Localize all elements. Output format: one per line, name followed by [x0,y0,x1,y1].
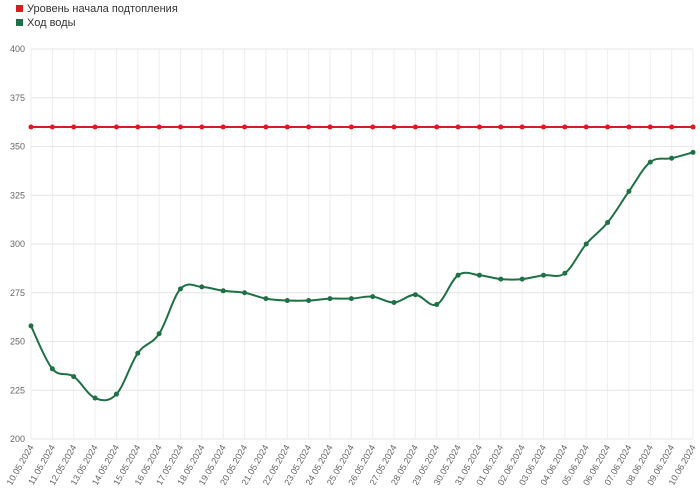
y-tick-label: 275 [10,288,25,298]
point [434,124,440,130]
point [412,292,418,298]
point [605,124,611,130]
series-line [30,151,694,402]
point [541,124,547,130]
point [113,391,119,397]
point [669,124,675,130]
point [583,241,589,247]
legend-swatch [16,19,23,26]
point [391,300,397,305]
y-tick-label: 325 [10,190,25,200]
point [391,124,397,130]
point [92,124,98,130]
point [455,124,461,130]
y-tick-label: 200 [10,434,25,444]
point [370,124,376,130]
point [135,350,141,356]
y-tick-label: 375 [10,93,25,103]
point [476,124,482,130]
point [156,331,162,337]
point [177,286,183,292]
point [284,124,290,130]
point [562,270,568,276]
point [647,159,653,165]
point [455,272,461,278]
point [306,124,312,130]
point [156,124,162,130]
point [263,124,269,130]
point [562,124,568,130]
point [71,374,77,380]
point [348,296,354,302]
point [284,298,290,304]
point [669,155,675,161]
point [498,276,504,282]
y-tick-label: 250 [10,337,25,347]
point [242,124,248,130]
point [49,366,55,372]
point [28,323,34,329]
point [306,298,312,304]
point [135,124,141,130]
point [519,124,525,130]
point [327,124,333,130]
point [220,124,226,130]
legend-label: Уровень начала подтопления [27,3,178,15]
point [370,294,376,300]
y-tick-label: 350 [10,142,25,152]
y-tick-label: 300 [10,239,25,249]
point [541,272,547,278]
point [434,301,440,307]
point [199,124,205,130]
y-tick-label: 225 [10,385,25,395]
point [412,124,418,130]
point [220,288,226,294]
y-tick-label: 400 [10,44,25,54]
point [263,296,269,302]
point [199,284,205,290]
point [498,124,504,130]
legend-swatch [16,5,23,12]
point [92,395,98,401]
point [242,290,248,296]
point [476,272,482,278]
point [626,124,632,130]
point [690,124,696,130]
point [28,124,34,130]
point [49,124,55,130]
point [71,124,77,130]
point [519,276,525,282]
point [605,220,611,226]
point [626,188,632,194]
point [583,124,589,130]
legend-label: Ход воды [27,17,76,29]
point [177,124,183,130]
point [690,149,696,155]
point [113,124,119,130]
point [327,296,333,302]
point [647,124,653,130]
point [348,124,354,130]
